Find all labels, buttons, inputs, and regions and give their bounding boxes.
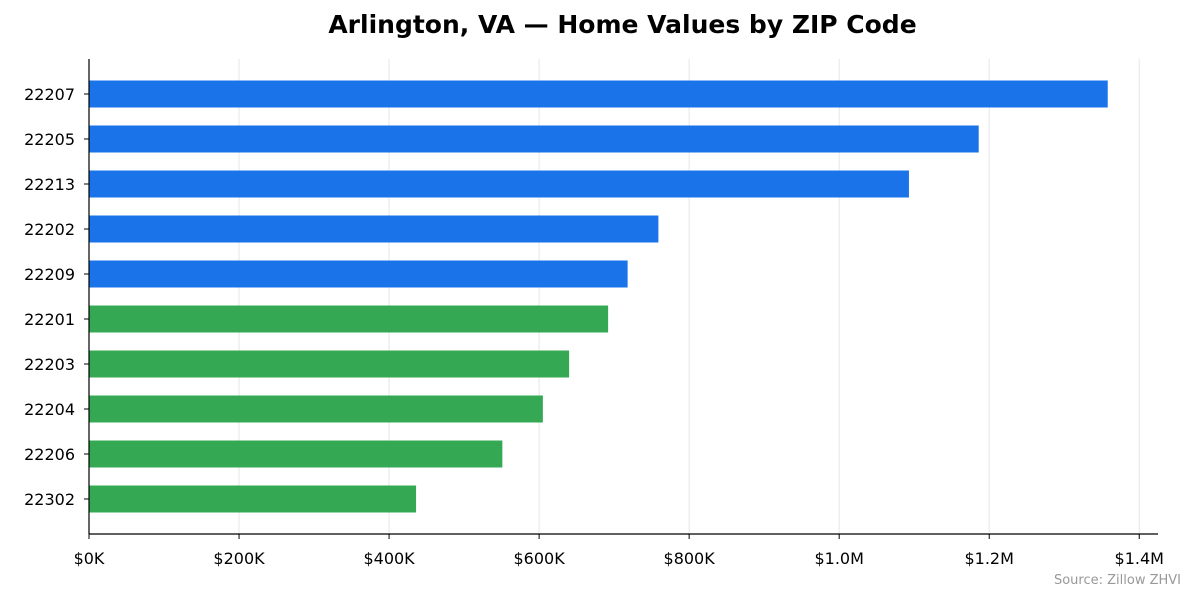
x-tick-label: $1.0M — [814, 549, 863, 568]
x-tick-label: $600K — [513, 549, 565, 568]
x-tick-label: $800K — [664, 549, 716, 568]
bar-22205 — [89, 125, 979, 153]
x-tick-label: $400K — [363, 549, 415, 568]
y-tick-label: 22201 — [24, 310, 75, 329]
bar-22201 — [89, 305, 609, 333]
y-tick-label: 22207 — [24, 85, 75, 104]
bar-22204 — [89, 395, 543, 423]
chart-title: Arlington, VA — Home Values by ZIP Code — [328, 10, 917, 39]
bar-22206 — [89, 440, 503, 468]
y-tick-label: 22205 — [24, 130, 75, 149]
x-tick-label: $0K — [74, 549, 105, 568]
source-note: Source: Zillow ZHVI — [1053, 573, 1181, 588]
bar-22203 — [89, 350, 570, 378]
y-tick-label: 22204 — [24, 400, 75, 419]
y-tick-label: 22213 — [24, 175, 75, 194]
y-tick-label: 22209 — [24, 265, 75, 284]
y-tick-label: 22203 — [24, 355, 75, 374]
x-tick-label: $200K — [213, 549, 265, 568]
bar-22209 — [89, 260, 628, 288]
x-tick-label: $1.2M — [964, 549, 1013, 568]
bar-22207 — [89, 80, 1108, 108]
y-tick-label: 22302 — [24, 490, 75, 509]
bar-22302 — [89, 485, 417, 513]
y-tick-label: 22206 — [24, 445, 75, 464]
y-tick-label: 22202 — [24, 220, 75, 239]
x-tick-label: $1.4M — [1115, 549, 1164, 568]
bar-22202 — [89, 215, 659, 243]
bar-22213 — [89, 170, 909, 198]
